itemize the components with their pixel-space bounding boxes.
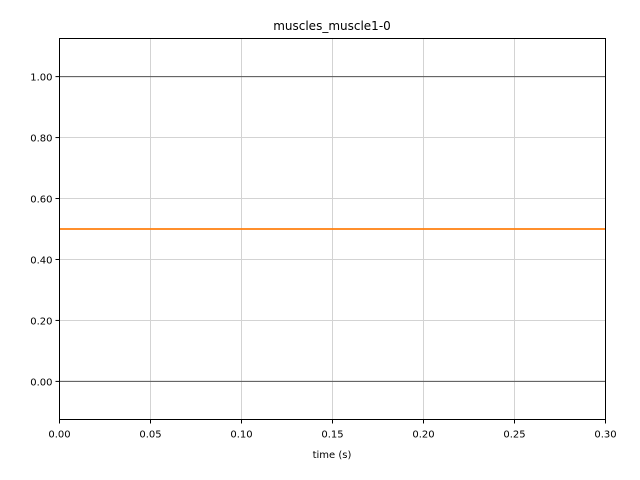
- x-axis-label: time (s): [313, 450, 352, 461]
- y-tick-label: 0.00: [30, 377, 52, 388]
- y-tick-label: 0.20: [30, 316, 52, 327]
- x-tick-label: 0.00: [48, 430, 70, 441]
- x-tick-label: 0.30: [594, 430, 616, 441]
- y-tick-label: 1.00: [30, 73, 52, 84]
- x-tick-label: 0.20: [412, 430, 434, 441]
- x-tick-label: 0.25: [503, 430, 525, 441]
- chart-title: muscles_muscle1-0: [273, 19, 391, 33]
- y-tick-label: 0.40: [30, 255, 52, 266]
- x-tick-label: 0.10: [230, 430, 252, 441]
- y-tick-label: 0.80: [30, 134, 52, 145]
- y-tick-label: 0.60: [30, 195, 52, 206]
- x-tick-label: 0.05: [139, 430, 161, 441]
- x-tick-label: 0.15: [321, 430, 343, 441]
- tick-layer: 0.00 0.05 0.10 0.15 0.20 0.25 0.30 0.00 0.20 0.40…: [30, 73, 616, 441]
